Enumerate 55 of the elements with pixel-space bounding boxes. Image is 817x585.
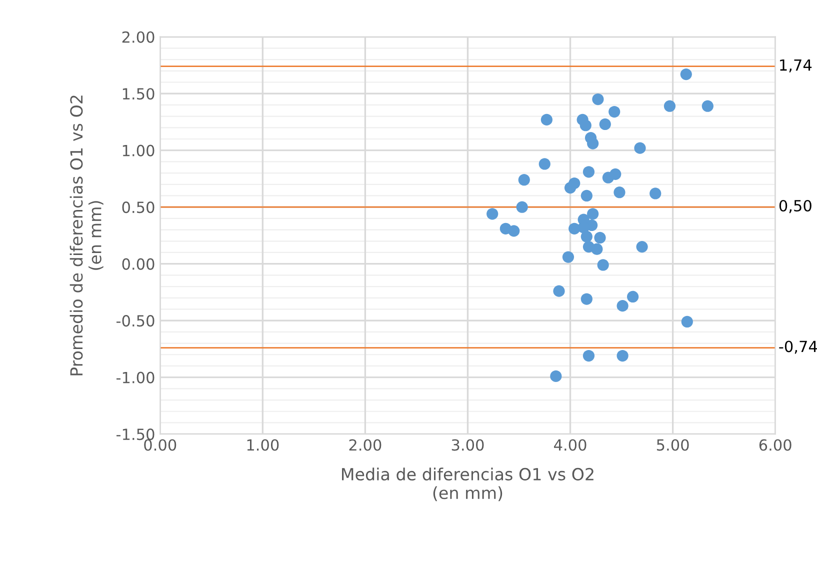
x-tick-label: 0.00 xyxy=(144,439,176,451)
point xyxy=(518,174,530,186)
point xyxy=(597,259,609,271)
point xyxy=(681,316,693,328)
x-axis-title: Media de diferencias O1 vs O2 (en mm) xyxy=(342,468,594,502)
ref-line-label: -0,74 xyxy=(779,340,817,354)
ref-line-label: 1,74 xyxy=(780,59,812,72)
x-tick-label: 5.00 xyxy=(656,439,689,451)
point xyxy=(562,251,574,263)
point xyxy=(592,93,604,106)
y-axis-title: Promedio de diferencias O1 vs O2 (en mm) xyxy=(70,96,104,376)
point xyxy=(702,100,714,112)
point xyxy=(610,168,622,180)
point xyxy=(587,208,599,220)
point xyxy=(553,285,565,297)
point xyxy=(599,118,611,130)
point xyxy=(634,142,646,154)
point xyxy=(594,232,606,244)
y-tick-label: 0.50 xyxy=(122,202,154,214)
y-tick-label: -0.50 xyxy=(116,315,154,327)
x-tick-label: 2.00 xyxy=(349,439,382,451)
point xyxy=(550,370,562,382)
y-tick-label: 0.00 xyxy=(122,258,154,270)
ref-line-label: 0,50 xyxy=(779,200,812,214)
x-tick-label: 1.00 xyxy=(247,439,279,451)
point xyxy=(582,166,595,178)
point xyxy=(591,243,603,255)
point xyxy=(582,350,595,362)
point xyxy=(614,186,626,198)
point xyxy=(664,100,676,112)
point xyxy=(587,138,599,150)
y-tick-label: -1.50 xyxy=(116,428,154,440)
x-tick-label: 6.00 xyxy=(759,439,792,451)
x-tick-label: 4.00 xyxy=(554,439,586,451)
point xyxy=(616,300,628,312)
point xyxy=(486,208,498,220)
point xyxy=(538,158,550,170)
point xyxy=(680,68,692,80)
point xyxy=(580,120,592,132)
point xyxy=(650,188,662,200)
point xyxy=(580,293,592,305)
point xyxy=(540,114,552,126)
point xyxy=(508,225,520,237)
y-tick-label: -1.00 xyxy=(116,372,154,384)
point xyxy=(516,201,528,213)
point xyxy=(568,177,580,190)
point xyxy=(627,290,639,303)
point xyxy=(608,106,620,118)
x-tick-label: 3.00 xyxy=(452,439,484,451)
point xyxy=(636,241,648,253)
y-tick-label: 1.00 xyxy=(122,144,154,156)
point xyxy=(580,190,592,202)
y-tick-label: 2.00 xyxy=(122,31,154,43)
y-tick-label: 1.50 xyxy=(122,88,154,100)
point xyxy=(616,350,628,362)
